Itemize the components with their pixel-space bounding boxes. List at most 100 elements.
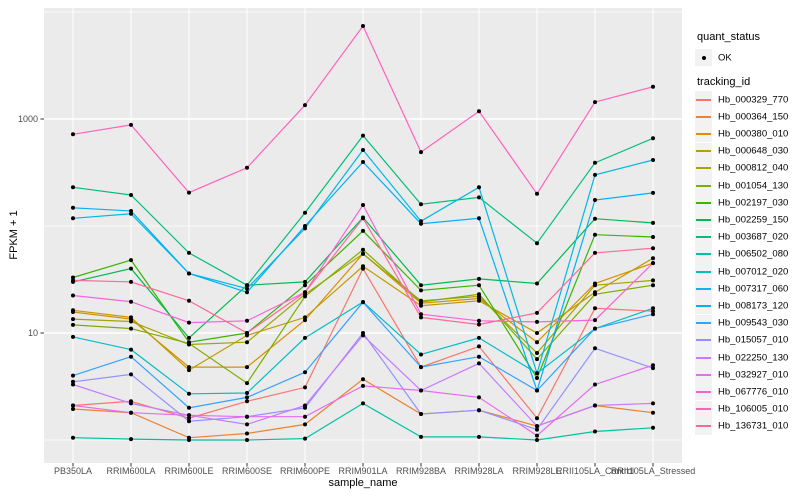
data-point [71,293,75,298]
legend-key-box [695,91,712,108]
data-point [477,298,481,303]
data-point [419,288,423,293]
data-point [535,191,539,196]
data-point [593,346,597,351]
legend-item-label: Hb_022250_130 [718,352,789,363]
data-point [535,310,539,315]
data-point [71,216,75,221]
data-point [129,258,133,263]
data-point [651,220,655,225]
data-point [477,434,481,439]
data-point [71,407,75,411]
legend-item-label: Hb_009543_030 [718,317,789,329]
data-point [535,424,539,429]
data-point [535,351,539,355]
legend-key-box [695,194,712,212]
data-point [129,266,133,271]
legend-key-box [695,228,712,246]
data-point [361,203,365,207]
data-point [477,335,481,340]
legend-item-label: Hb_000812_040 [718,162,789,174]
data-point [245,318,249,323]
data-point [651,366,655,371]
data-point [245,399,249,404]
data-point [593,326,597,331]
legend-key-line-icon [696,167,711,170]
data-point [71,334,75,339]
data-point [535,376,539,380]
data-point [71,435,75,440]
data-point [187,438,191,442]
data-point [361,133,365,138]
data-point [593,198,597,202]
legend-key-line-icon [696,270,711,273]
legend-key-line-icon [696,236,711,239]
data-point [477,283,481,288]
data-point [651,261,655,266]
data-point [303,224,307,228]
legend-title-tracking-id: tracking_id [697,76,751,88]
legend-key-box [695,297,712,315]
data-point [651,425,655,430]
legend-item-label: Hb_000364_150 [718,111,789,123]
data-point [245,165,249,170]
data-point [535,281,539,286]
data-point [303,290,307,295]
data-point [477,354,481,359]
data-point [245,431,249,436]
data-point [361,300,365,305]
legend-key-box [695,159,712,177]
data-point [419,221,423,226]
legend-item-label: Hb_000329_770 [718,94,789,105]
data-point [651,190,655,195]
legend-key-box [695,108,712,126]
data-point [477,395,481,400]
data-point [245,290,249,295]
data-point [245,340,249,345]
data-point [651,312,655,317]
data-point [245,391,249,395]
data-point [477,276,481,281]
data-point [535,416,539,421]
x-tick-label: RRII105LA_Stressed [610,466,696,476]
data-point [535,319,539,324]
data-point [535,340,539,345]
data-point [651,246,655,251]
data-point [187,250,191,255]
data-point [419,283,423,288]
data-point [187,190,191,195]
data-point [187,368,191,373]
legend-key-box [695,125,712,143]
data-point [535,241,539,246]
data-point [593,429,597,434]
data-point [593,172,597,177]
legend-key-box [695,417,712,435]
data-point [419,312,423,317]
data-point [303,414,307,419]
legend-item-label: Hb_000380_010 [718,128,789,140]
data-point [651,401,655,406]
legend-item-label: Hb_136731_010 [718,420,789,432]
data-point [303,370,307,375]
data-point [419,303,423,308]
legend-item-label: Hb_007012_020 [718,266,789,277]
legend-item-label: Hb_007317_060 [718,283,789,295]
data-point [187,298,191,303]
data-point [535,433,539,438]
data-point [419,434,423,439]
data-point [477,185,481,190]
data-point [303,335,307,340]
legend-key-line-icon [696,218,711,221]
data-point [593,292,597,297]
legend-title-quant-status: quant_status [697,31,760,43]
data-point [361,333,365,338]
data-point [593,216,597,221]
data-point [187,419,191,424]
legend-key-box [695,383,712,401]
legend-item-label: Hb_067776_010 [718,386,789,398]
data-point [535,357,539,362]
data-point [535,388,539,393]
data-point [245,438,249,442]
data-point [361,264,365,269]
legend-key-line-icon [696,98,711,101]
